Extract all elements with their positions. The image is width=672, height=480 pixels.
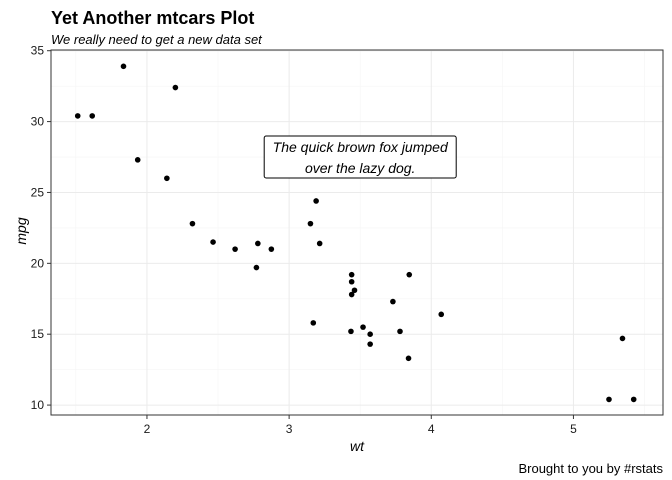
data-point: [348, 271, 355, 278]
x-tick-label: 5: [570, 422, 577, 436]
data-point: [619, 335, 626, 342]
data-point: [253, 264, 260, 271]
y-tick-label: 10: [31, 398, 45, 412]
annotation-text-line-2: over the lazy dog.: [305, 160, 416, 176]
data-point: [438, 311, 445, 318]
data-point: [405, 355, 412, 362]
x-tick-label: 3: [286, 422, 293, 436]
gridlines: [51, 50, 663, 415]
data-point: [134, 157, 141, 163]
data-point: [120, 63, 127, 70]
data-point: [189, 220, 196, 227]
data-point: [348, 291, 355, 298]
data-point: [367, 341, 373, 347]
y-tick-label: 25: [31, 185, 45, 199]
data-point: [232, 246, 238, 252]
data-point: [255, 240, 261, 247]
chart-caption: Brought to you by #rstats: [518, 461, 663, 476]
annotation-text-line-1: The quick brown fox jumped: [273, 139, 449, 155]
y-tick-label: 20: [31, 256, 45, 270]
data-point: [316, 240, 323, 247]
x-tick-label: 4: [428, 422, 435, 436]
data-point: [89, 113, 96, 119]
data-point: [313, 198, 319, 204]
data-point: [367, 331, 373, 338]
chart-subtitle: We really need to get a new data set: [51, 32, 263, 47]
data-point: [360, 324, 366, 330]
data-point: [310, 320, 317, 326]
data-point: [164, 175, 170, 182]
x-tick-label: 2: [144, 422, 151, 436]
data-point: [268, 246, 275, 252]
x-axis-title: wt: [350, 438, 365, 454]
data-point: [210, 239, 216, 245]
data-point: [74, 113, 81, 119]
y-axis-title: mpg: [13, 217, 29, 244]
data-points: [74, 63, 637, 403]
chart-title: Yet Another mtcars Plot: [51, 8, 254, 28]
annotation-label: The quick brown fox jumped over the lazy…: [263, 135, 457, 179]
annotation-box: [263, 135, 457, 179]
data-point: [307, 220, 314, 227]
data-point: [348, 278, 355, 285]
data-point: [406, 271, 413, 278]
y-tick-label: 30: [31, 115, 45, 129]
plot-panel-border: [50, 49, 664, 416]
y-tick-label: 15: [31, 327, 45, 341]
data-point: [351, 287, 358, 294]
data-point: [397, 328, 403, 335]
data-point: [606, 396, 612, 403]
data-point: [630, 396, 637, 403]
data-point: [348, 328, 354, 335]
data-point: [390, 298, 396, 305]
data-point: [172, 84, 179, 91]
axis-ticks: 2 3 4 5 10 15 20 25 30 35: [31, 44, 577, 436]
y-tick-label: 35: [31, 44, 45, 58]
